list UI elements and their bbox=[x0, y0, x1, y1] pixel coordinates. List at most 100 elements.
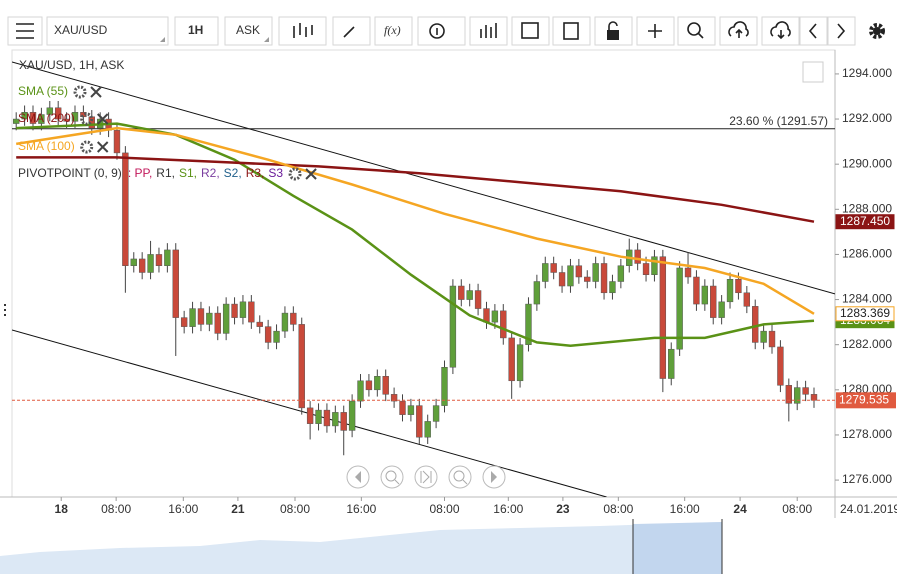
x-tick-label: 23 bbox=[556, 502, 570, 516]
trend-line bbox=[12, 61, 835, 295]
candle-body bbox=[777, 346, 784, 386]
remove-icon[interactable] bbox=[96, 113, 109, 125]
candle-body bbox=[718, 301, 725, 318]
candle-body bbox=[533, 281, 541, 305]
candle-body bbox=[357, 380, 364, 402]
y-tick-label: 1282.000 bbox=[842, 337, 892, 351]
candle-body bbox=[600, 263, 608, 294]
y-tick-label: 1290.000 bbox=[842, 156, 892, 170]
candle-body bbox=[390, 394, 398, 402]
calendar-button[interactable] bbox=[511, 16, 550, 46]
prev-button[interactable] bbox=[799, 16, 828, 46]
expand-button[interactable] bbox=[802, 61, 824, 83]
candle-body bbox=[466, 290, 473, 300]
candle-body bbox=[290, 312, 297, 325]
candle-body bbox=[575, 265, 583, 278]
legend-title: XAU/USD, 1H, ASK bbox=[19, 58, 124, 72]
menu-button[interactable] bbox=[7, 16, 43, 46]
candle-body bbox=[180, 317, 188, 327]
last-value-box bbox=[835, 214, 895, 230]
timeframe-select[interactable]: 1H bbox=[174, 16, 219, 46]
candle-body bbox=[222, 303, 230, 334]
lock-button[interactable] bbox=[594, 16, 633, 46]
zoom-in[interactable] bbox=[448, 465, 472, 489]
x-tick-label: 08:00 bbox=[280, 502, 310, 516]
scroll-right[interactable] bbox=[482, 465, 506, 489]
price-type-select[interactable]: ASK bbox=[224, 16, 273, 46]
candle-body bbox=[701, 285, 709, 305]
candle-body bbox=[348, 400, 356, 431]
candle-body bbox=[365, 380, 373, 391]
sma-line bbox=[16, 126, 815, 315]
candle-body bbox=[54, 107, 62, 120]
candle-body bbox=[743, 292, 751, 307]
candle-body bbox=[122, 152, 129, 266]
symbol-select[interactable]: XAU/USD bbox=[46, 16, 169, 46]
navigator-area bbox=[0, 522, 722, 574]
candle-body bbox=[651, 256, 658, 275]
crosshair-button[interactable] bbox=[636, 16, 675, 46]
settings-icon[interactable] bbox=[288, 167, 302, 181]
settings-button[interactable] bbox=[869, 23, 885, 39]
settings-icon[interactable] bbox=[73, 85, 87, 99]
candle-body bbox=[416, 405, 423, 438]
candle-body bbox=[567, 265, 574, 287]
x-tick-label: 08:00 bbox=[101, 502, 131, 516]
candle-body bbox=[676, 267, 683, 350]
info-button[interactable] bbox=[417, 16, 466, 46]
sma-line bbox=[16, 156, 815, 223]
navigator-window[interactable] bbox=[633, 522, 722, 574]
x-tick-label: 16:00 bbox=[346, 502, 376, 516]
remove-icon[interactable] bbox=[305, 168, 317, 180]
candle-body bbox=[592, 263, 599, 282]
x-tick-label: 08:00 bbox=[429, 502, 459, 516]
candle-body bbox=[399, 400, 406, 415]
candle-body bbox=[449, 285, 457, 368]
upload-button[interactable] bbox=[719, 16, 758, 46]
candle-body bbox=[38, 114, 45, 124]
function-button[interactable]: f(x) bbox=[374, 16, 413, 46]
legend-entry: SMA (200) bbox=[18, 111, 75, 125]
candle-body bbox=[189, 308, 196, 327]
stats-button[interactable] bbox=[469, 16, 508, 46]
candle-body bbox=[21, 112, 28, 120]
download-button[interactable] bbox=[761, 16, 800, 46]
x-tick-label: 21 bbox=[231, 502, 245, 516]
draw-button[interactable] bbox=[332, 16, 371, 46]
scroll-left[interactable] bbox=[346, 465, 370, 489]
settings-icon[interactable] bbox=[80, 112, 94, 126]
report-button[interactable] bbox=[552, 16, 591, 46]
chart-type-button[interactable] bbox=[278, 16, 327, 46]
candle-body bbox=[147, 254, 154, 273]
zoom-out[interactable] bbox=[380, 465, 404, 489]
remove-icon[interactable] bbox=[90, 86, 102, 98]
settings-icon[interactable] bbox=[80, 140, 94, 154]
candle-body bbox=[794, 387, 801, 404]
candle-body bbox=[332, 412, 339, 427]
candle-body bbox=[617, 265, 625, 282]
candle-body bbox=[63, 118, 70, 122]
zoom-button[interactable] bbox=[677, 16, 716, 46]
candle-body bbox=[558, 272, 566, 287]
candle-body bbox=[29, 112, 37, 124]
remove-icon[interactable] bbox=[96, 141, 109, 153]
candle-body bbox=[584, 276, 591, 282]
zoom-reset[interactable] bbox=[414, 465, 438, 489]
candle-body bbox=[264, 326, 272, 343]
candle-body bbox=[735, 279, 742, 294]
last-value-label: 1287.450 bbox=[840, 214, 890, 228]
candle-body bbox=[130, 258, 137, 266]
toolbar: XAU/USD 1H ASK f(x) bbox=[0, 0, 897, 50]
candle-body bbox=[164, 249, 171, 266]
y-tick-label: 1294.000 bbox=[842, 66, 892, 80]
next-button[interactable] bbox=[827, 16, 856, 46]
y-tick-label: 1288.000 bbox=[842, 201, 892, 215]
last-value-box bbox=[835, 306, 895, 322]
candle-body bbox=[306, 407, 314, 424]
candle-body bbox=[634, 249, 641, 264]
candle-body bbox=[138, 258, 146, 273]
pane-resizer[interactable] bbox=[2, 302, 8, 318]
symbol: XAU/USD bbox=[54, 23, 108, 37]
candle-body bbox=[474, 290, 482, 309]
